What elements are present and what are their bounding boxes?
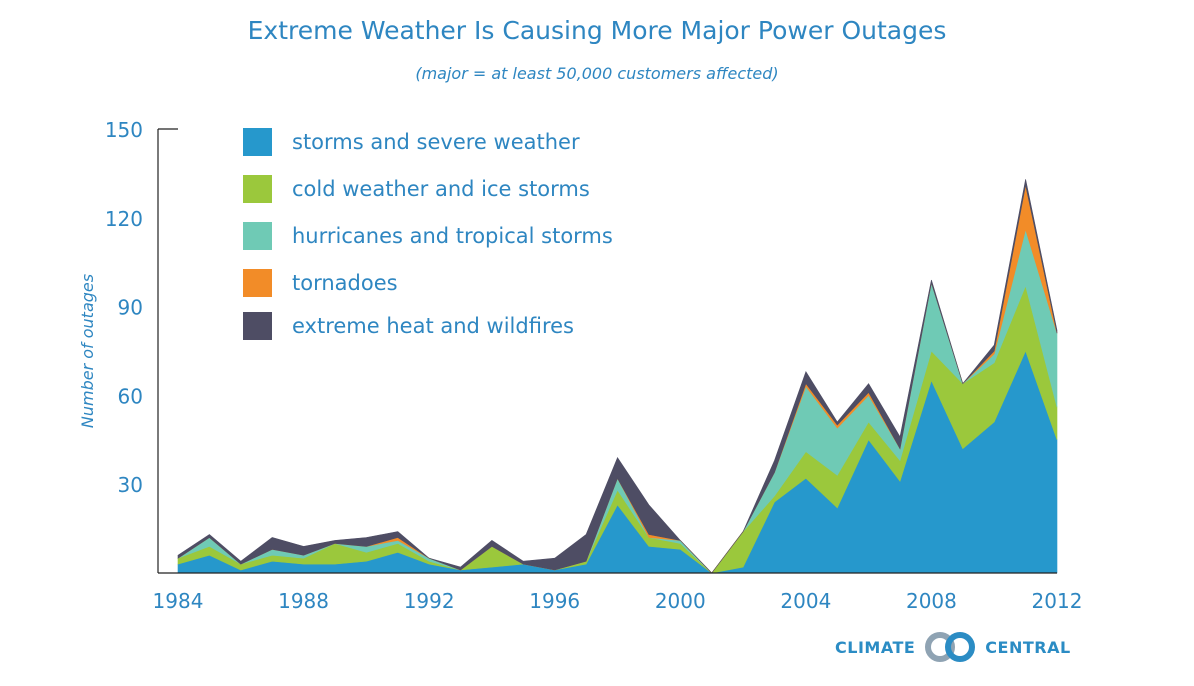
interlocking-rings-icon [925, 632, 976, 662]
y-axis-label: Number of outages [78, 274, 97, 428]
y-tick-label-1: 60 [118, 384, 143, 408]
y-tick-labels: 30 60 90 120 150 [105, 118, 143, 497]
legend-swatch-heat [243, 312, 272, 340]
x-tick-label-7: 2012 [1032, 589, 1083, 613]
legend-swatch-tornadoes [243, 269, 272, 297]
x-tick-label-1: 1988 [278, 589, 329, 613]
y-tick-label-3: 120 [105, 207, 143, 231]
x-tick-label-3: 1996 [529, 589, 580, 613]
legend-swatch-cold [243, 175, 272, 203]
brand-left-text: CLIMATE [835, 637, 916, 657]
x-tick-label-2: 1992 [404, 589, 455, 613]
legend-label-storms: storms and severe weather [292, 130, 580, 154]
brand-right-text: CENTRAL [985, 637, 1071, 657]
legend-item-heat: extreme heat and wildfires [243, 312, 574, 340]
y-tick-label-2: 90 [118, 296, 143, 320]
chart-subtitle: (major = at least 50,000 customers affec… [415, 64, 779, 83]
legend-item-storms: storms and severe weather [243, 128, 580, 156]
y-tick-label-0: 30 [118, 473, 143, 497]
axes-layer [157, 128, 1057, 574]
legend-swatch-hurricanes [243, 222, 272, 250]
legend-item-cold: cold weather and ice storms [243, 175, 590, 203]
x-tick-label-5: 2004 [780, 589, 831, 613]
legend-swatch-storms [243, 128, 272, 156]
legend-label-hurricanes: hurricanes and tropical storms [292, 224, 613, 248]
legend-label-cold: cold weather and ice storms [292, 177, 590, 201]
legend-item-hurricanes: hurricanes and tropical storms [243, 222, 613, 250]
brand-logo: CLIMATE CENTRAL [835, 632, 1071, 662]
chart-title: Extreme Weather Is Causing More Major Po… [247, 16, 947, 45]
x-tick-label-6: 2008 [906, 589, 957, 613]
x-tick-label-4: 2000 [655, 589, 706, 613]
legend-item-tornadoes: tornadoes [243, 269, 398, 297]
y-tick-label-4: 150 [105, 118, 143, 142]
x-tick-label-0: 1984 [153, 589, 204, 613]
area-series-4 [177, 179, 1058, 574]
legend-label-tornadoes: tornadoes [292, 271, 398, 295]
x-tick-labels: 1984 1988 1992 1996 2000 2004 2008 2012 [153, 589, 1083, 613]
legend-label-heat: extreme heat and wildfires [292, 314, 574, 338]
